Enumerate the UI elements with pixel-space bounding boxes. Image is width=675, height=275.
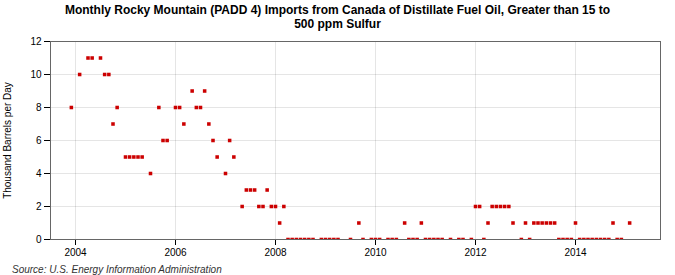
svg-text:6: 6 [36,135,42,146]
svg-text:12: 12 [30,36,42,47]
svg-text:Thousand Barrels per Day: Thousand Barrels per Day [2,82,13,199]
svg-text:2004: 2004 [64,247,87,258]
html-text:Monthly Rocky Mountain (PADD 4: Monthly Rocky Mountain (PADD 4) Imports … [64,3,611,31]
svg-text:2010: 2010 [364,247,387,258]
svg-text:4: 4 [36,168,42,179]
svg-text:2006: 2006 [164,247,187,258]
html-text:Source: U.S. Energy Informatio: Source: U.S. Energy Information Administ… [12,264,222,275]
svg-text:8: 8 [36,102,42,113]
svg-text:0: 0 [36,234,42,245]
svg-text:2008: 2008 [264,247,287,258]
svg-text:10: 10 [30,69,42,80]
svg-text:2: 2 [36,201,42,212]
svg-text:2014: 2014 [564,247,587,258]
svg-text:2012: 2012 [464,247,487,258]
